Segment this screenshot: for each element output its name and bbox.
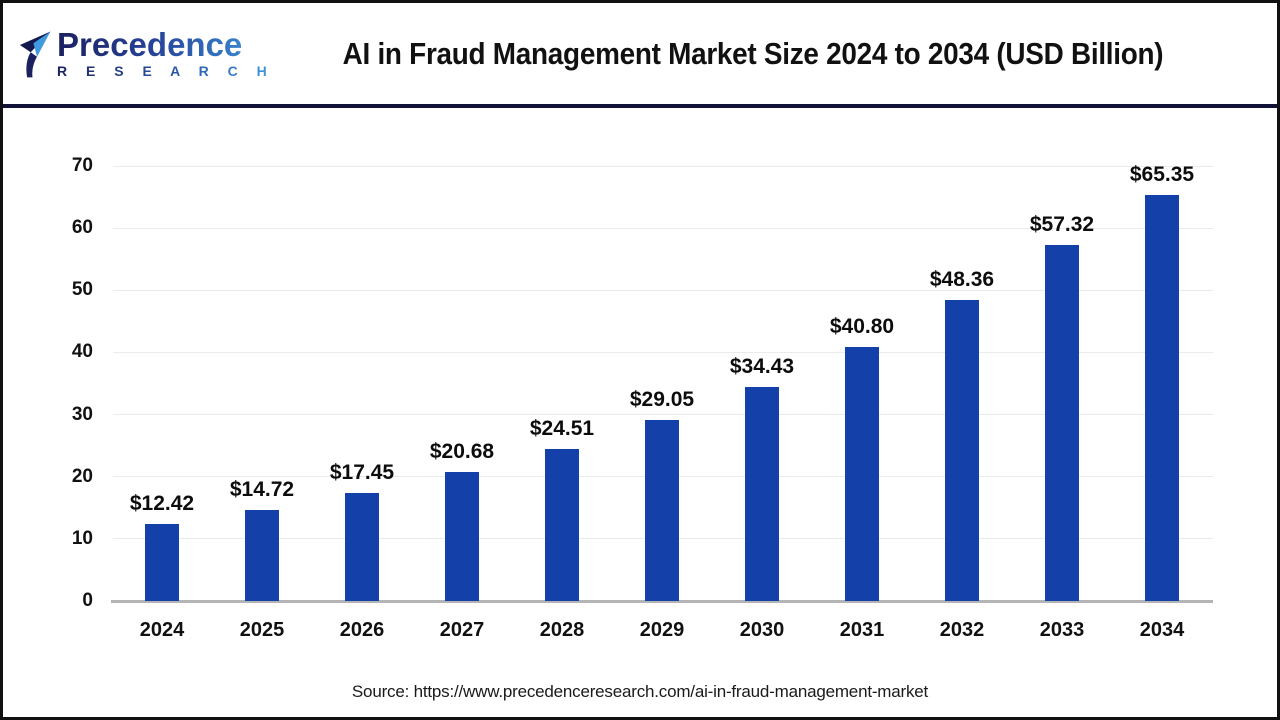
bar-2025 — [245, 509, 279, 601]
x-axis-label-2032: 2032 — [939, 619, 985, 641]
bar-2034 — [1145, 194, 1179, 601]
paper-plane-icon — [19, 31, 51, 77]
bar-2033 — [1045, 244, 1079, 601]
value-label-2029: $29.05 — [629, 388, 695, 412]
bar-2030 — [745, 387, 779, 601]
y-axis-tick-0: 0 — [82, 590, 93, 611]
x-axis-label-2030: 2030 — [739, 619, 785, 641]
value-label-2026: $17.45 — [329, 460, 395, 484]
bar-2026 — [345, 492, 379, 601]
bar-2032 — [945, 300, 979, 601]
value-label-2028: $24.51 — [529, 416, 595, 440]
precedence-research-logo: Precedence R E S E A R C H — [19, 28, 267, 80]
x-axis-label-2033: 2033 — [1039, 619, 1085, 641]
x-axis-label-2027: 2027 — [439, 619, 485, 641]
logo-subtitle: R E S E A R C H — [57, 62, 275, 79]
x-axis-label-2029: 2029 — [639, 619, 685, 641]
bar-2028 — [545, 448, 579, 601]
bar-2024 — [145, 523, 179, 601]
y-axis-tick-20: 20 — [71, 465, 93, 487]
value-label-2031: $40.80 — [829, 315, 895, 339]
logo-text: Precedence R E S E A R C H — [57, 28, 274, 80]
y-axis-tick-50: 50 — [71, 279, 93, 301]
y-axis-tick-30: 30 — [71, 403, 93, 425]
value-label-2024: $12.42 — [129, 491, 195, 515]
bar-2029 — [645, 420, 679, 601]
chart-title: AI in Fraud Management Market Size 2024 … — [342, 35, 1164, 71]
gridline-70 — [113, 165, 1213, 167]
gridline-60 — [113, 227, 1213, 229]
header: Precedence R E S E A R C H AI in Fraud M… — [3, 3, 1277, 104]
title-area: AI in Fraud Management Market Size 2024 … — [229, 3, 1277, 104]
value-label-2032: $48.36 — [929, 268, 995, 292]
y-axis-tick-10: 10 — [71, 527, 93, 549]
logo-wordmark: Precedence — [57, 28, 274, 61]
value-label-2030: $34.43 — [729, 355, 795, 379]
x-axis-label-2028: 2028 — [539, 619, 585, 641]
value-label-2027: $20.68 — [429, 440, 495, 464]
value-label-2025: $14.72 — [229, 477, 295, 501]
x-axis-label-2026: 2026 — [339, 619, 385, 641]
y-axis-tick-60: 60 — [71, 217, 93, 239]
y-axis-tick-70: 70 — [71, 155, 93, 176]
gridline-40 — [113, 351, 1213, 353]
value-label-2034: $65.35 — [1129, 162, 1195, 186]
x-axis-label-2024: 2024 — [139, 619, 185, 641]
gridline-30 — [113, 414, 1213, 416]
y-axis-tick-40: 40 — [71, 341, 93, 363]
gridline-50 — [113, 289, 1213, 291]
bar-chart-plot: 0 10 20 30 40 50 60 70 $12.42 2024 $14.72 2025 $17.4… — [3, 3, 1277, 717]
x-axis-label-2031: 2031 — [839, 619, 885, 641]
value-label-2033: $57.32 — [1029, 212, 1095, 236]
bar-2031 — [845, 347, 879, 601]
bar-2027 — [445, 472, 479, 601]
header-separator — [3, 104, 1277, 108]
source-text: Source: https://www.precedenceresearch.c… — [351, 682, 929, 701]
x-axis-label-2025: 2025 — [239, 619, 285, 641]
x-axis-label-2034: 2034 — [1139, 619, 1185, 641]
x-axis-line — [111, 600, 1213, 603]
